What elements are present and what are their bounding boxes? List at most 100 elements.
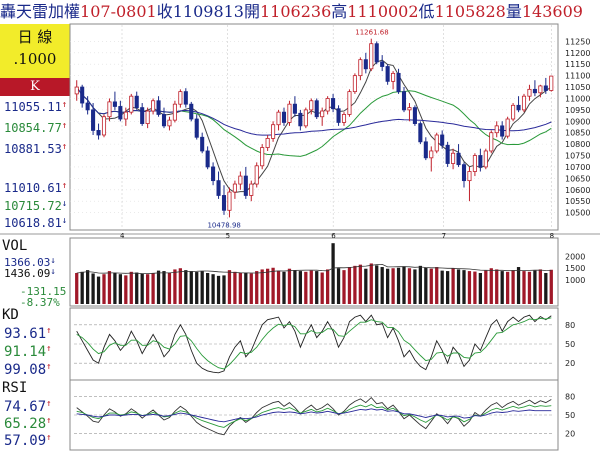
candle-body xyxy=(74,86,79,95)
candle-body xyxy=(161,114,167,127)
vol-bar xyxy=(309,270,313,304)
candle-body xyxy=(265,138,270,148)
candle-body xyxy=(85,102,90,111)
vol-bar xyxy=(216,275,221,304)
vol-bar xyxy=(358,264,362,304)
header-open: 1106236 xyxy=(260,2,332,21)
candle-body xyxy=(461,164,467,182)
vol-bar xyxy=(211,274,215,304)
header-date: 107-0801 xyxy=(80,2,157,21)
candle-body xyxy=(189,103,194,120)
candle-body xyxy=(309,100,314,111)
quote-header: 轟天雷加權107-0801收1109813開1106236高1110002低11… xyxy=(0,0,600,24)
rsi-y-tick-label: 20 xyxy=(565,430,575,439)
vol-bar xyxy=(446,271,450,304)
candle-body xyxy=(156,100,161,115)
candle-body xyxy=(478,155,483,168)
vol-bar xyxy=(124,275,128,304)
k-y-tick-label: 10550 xyxy=(565,197,590,206)
vol-bar xyxy=(304,271,308,304)
candle-body xyxy=(391,72,396,82)
header-index-name: 加權 xyxy=(48,2,81,21)
vol-y-tick-label: 2000 xyxy=(565,252,585,261)
period-box[interactable]: 日 線 .1000 xyxy=(0,24,70,78)
header-prefix: 轟天雷 xyxy=(0,2,49,21)
candle-body xyxy=(445,144,450,164)
ma-short-line xyxy=(76,59,552,194)
header-low: 1105828 xyxy=(434,2,506,21)
vol-bar xyxy=(151,273,155,304)
vol-bar xyxy=(495,269,499,304)
ma-value-1: 11055.11↑ xyxy=(4,100,68,114)
candle-body xyxy=(281,111,287,123)
candle-body xyxy=(347,91,352,115)
header-close: 1109813 xyxy=(172,2,244,21)
header-vol: 143609 xyxy=(521,2,583,21)
kd-value-1: 93.61↑ xyxy=(4,326,52,342)
candle-body xyxy=(145,110,150,124)
ma-value-2: 10854.77↑ xyxy=(4,121,68,135)
vol-bar xyxy=(478,273,482,304)
candle-body xyxy=(314,100,319,118)
vol-ma-line xyxy=(76,263,552,275)
vol-bar xyxy=(418,265,422,304)
candle-body xyxy=(134,95,139,108)
rsi-panel: 80 50 20 xyxy=(74,392,575,439)
vol-bar xyxy=(184,270,188,304)
vol-bar xyxy=(429,268,433,304)
rsi-title: RSI xyxy=(2,380,28,396)
vol-bar xyxy=(364,268,368,304)
kd-panel: 80 50 20 xyxy=(74,314,575,374)
vol-bar xyxy=(96,276,101,304)
candle-body xyxy=(276,111,281,126)
vol-bar xyxy=(522,271,526,304)
candle-body xyxy=(129,95,134,113)
rsi-series-line xyxy=(76,403,552,428)
k-month-label: 5 xyxy=(226,232,230,240)
vol-bar xyxy=(440,270,444,304)
candle-body xyxy=(472,155,477,172)
candle-body xyxy=(543,85,548,91)
header-high: 1110002 xyxy=(347,2,419,21)
k-y-tick-label: 11000 xyxy=(565,94,590,103)
rsi-y-tick-label: 80 xyxy=(565,392,575,401)
candle-body xyxy=(451,152,456,164)
vol-bar xyxy=(135,272,139,304)
vol-value-2: 1436.09↓ xyxy=(4,267,56,280)
k-y-tick-label: 10700 xyxy=(565,163,590,172)
header-close-label: 收 xyxy=(156,2,173,21)
vol-bar xyxy=(91,273,95,304)
vol-bar xyxy=(167,272,172,304)
candle-body xyxy=(456,152,461,166)
vol-bar xyxy=(249,273,253,304)
kd-title: KD xyxy=(2,307,19,323)
rsi-value-3: 57.09↑ xyxy=(4,433,52,449)
vol-bar xyxy=(146,274,150,304)
vol-bar xyxy=(407,268,412,304)
candle-body xyxy=(401,91,407,111)
vol-bar xyxy=(331,243,335,304)
header-open-label: 開 xyxy=(243,2,260,21)
vol-bar xyxy=(276,270,281,304)
k-label[interactable]: K xyxy=(0,78,70,96)
candle-body xyxy=(232,183,237,193)
candle-body xyxy=(167,119,172,127)
vol-bar xyxy=(107,271,112,304)
vol-bar xyxy=(386,268,390,304)
candle-body xyxy=(172,103,177,121)
k-panel-frame xyxy=(69,23,559,231)
vol-bar xyxy=(282,271,286,304)
candle-body xyxy=(341,114,347,123)
candle-body xyxy=(549,75,554,91)
vol-bar xyxy=(451,268,455,304)
vol-bar xyxy=(336,268,341,304)
candle-body xyxy=(221,195,227,211)
vol-bar xyxy=(75,273,79,304)
k-panel: 11250 11200 11150 11100 11050 11000 10950 10900… xyxy=(70,25,590,240)
vol-bar xyxy=(527,271,532,304)
kd-value-2: 91.14↑ xyxy=(4,344,52,360)
vol-bar xyxy=(315,271,319,304)
kd-y-tick-label: 50 xyxy=(565,340,575,349)
vol-bar xyxy=(435,267,439,304)
candle-body xyxy=(205,150,210,168)
